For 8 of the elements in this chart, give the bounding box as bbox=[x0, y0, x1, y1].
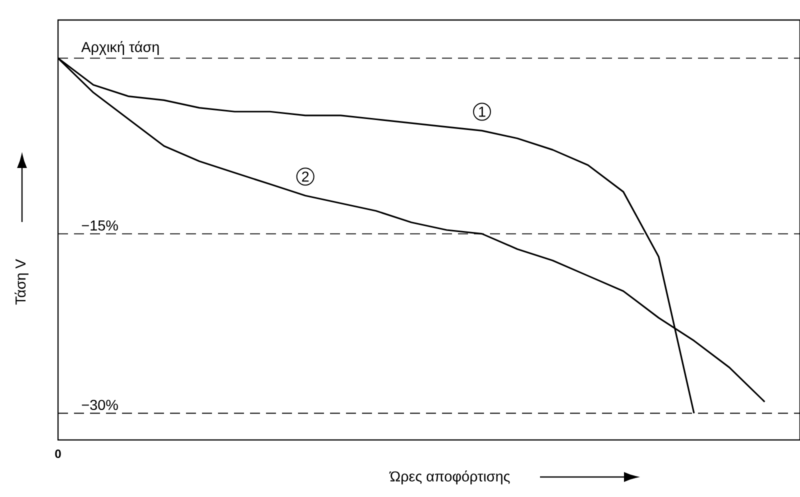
ref-line-label: −30% bbox=[82, 400, 118, 410]
ref-line-label: −15% bbox=[82, 220, 118, 231]
y-axis-title: Τάση V bbox=[14, 259, 28, 305]
series-label: 2 bbox=[302, 172, 309, 182]
x-axis-title: Ώρες αποφόρτισης bbox=[389, 470, 510, 484]
text: 0 bbox=[55, 450, 61, 458]
ref-line-label: Αρχική τάση bbox=[81, 41, 159, 55]
series-label: 1 bbox=[479, 106, 486, 117]
